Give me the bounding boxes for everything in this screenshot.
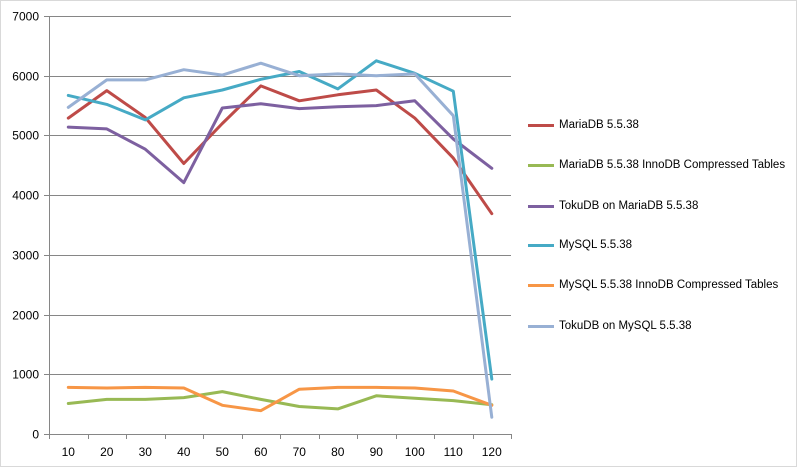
- y-tick-label: 5000: [12, 129, 39, 143]
- legend-label: MySQL 5.5.38: [559, 237, 789, 254]
- y-tick-label: 7000: [12, 10, 39, 24]
- y-tick-label: 6000: [12, 70, 39, 84]
- legend-label: TokuDB on MySQL 5.5.38: [559, 318, 789, 335]
- x-tick-label: 90: [370, 445, 384, 459]
- series-line-5: [68, 63, 492, 417]
- x-tick-label: 70: [293, 445, 307, 459]
- legend-swatch: [528, 164, 554, 167]
- x-tick-label: 40: [177, 445, 191, 459]
- x-tick-label: 50: [216, 445, 230, 459]
- x-tick-label: 20: [100, 445, 114, 459]
- legend-label: MariaDB 5.5.38: [559, 117, 789, 134]
- y-axis-tick-labels: 0 1000 2000 3000 4000 5000 6000 7000: [12, 10, 39, 442]
- legend-swatch: [528, 205, 554, 208]
- y-tick-label: 3000: [12, 249, 39, 263]
- legend-label: TokuDB on MariaDB 5.5.38: [559, 198, 789, 215]
- legend-swatch: [528, 124, 554, 127]
- y-tick-label: 2000: [12, 309, 39, 323]
- legend-swatch: [528, 244, 554, 247]
- y-tick-label: 0: [32, 428, 39, 442]
- y-tick-label: 4000: [12, 189, 39, 203]
- legend-swatch: [528, 325, 554, 328]
- legend-label: MariaDB 5.5.38 InnoDB Compressed Tables: [559, 157, 789, 174]
- x-axis-tick-labels: 10 20 30 40 50 60 70 80 90 100 110 120: [62, 445, 503, 459]
- legend-swatch: [528, 284, 554, 287]
- x-tick-label: 110: [444, 445, 463, 459]
- legend-label: MySQL 5.5.38 InnoDB Compressed Tables: [559, 277, 789, 294]
- x-tick-label: 10: [62, 445, 76, 459]
- x-tick-label: 60: [254, 445, 268, 459]
- x-tick-label: 30: [139, 445, 153, 459]
- x-tick-label: 120: [482, 445, 502, 459]
- y-tick-label: 1000: [12, 368, 39, 382]
- series-lines: [68, 61, 492, 418]
- x-tick-label: 80: [331, 445, 345, 459]
- x-tick-label: 100: [405, 445, 425, 459]
